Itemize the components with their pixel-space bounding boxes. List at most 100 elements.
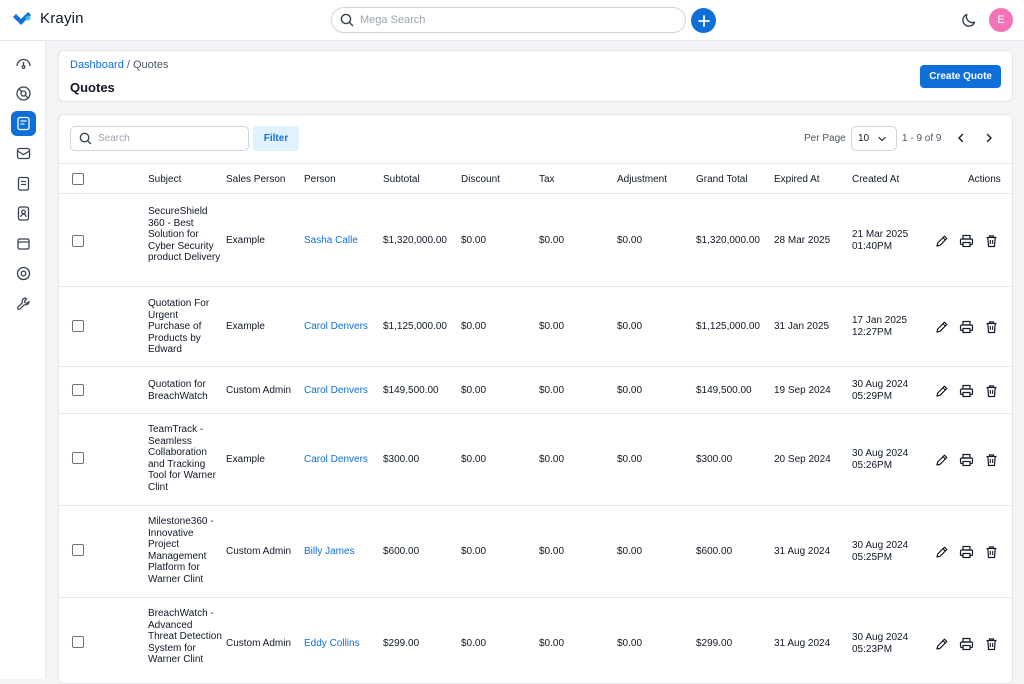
edit-button[interactable] bbox=[934, 319, 949, 334]
print-button[interactable] bbox=[959, 233, 974, 248]
previous-page-button[interactable] bbox=[955, 131, 967, 149]
row-person-link[interactable]: Carol Denvers bbox=[304, 385, 368, 396]
delete-button[interactable] bbox=[984, 233, 999, 248]
activities-icon bbox=[17, 176, 30, 191]
edit-button[interactable] bbox=[934, 452, 949, 467]
row-actions bbox=[934, 319, 999, 334]
row-tax: $0.00 bbox=[539, 546, 565, 557]
row-subtotal: $299.00 bbox=[383, 638, 420, 649]
leads-icon bbox=[16, 86, 31, 101]
app-name: Krayin bbox=[40, 10, 84, 27]
pencil-icon bbox=[935, 454, 947, 466]
create-quote-button[interactable]: Create Quote bbox=[920, 65, 1001, 88]
user-avatar[interactable]: E bbox=[989, 8, 1013, 32]
row-checkbox[interactable] bbox=[72, 452, 84, 464]
row-grand-total: $1,125,000.00 bbox=[696, 321, 760, 332]
column-adjustment[interactable]: Adjustment bbox=[617, 174, 668, 185]
row-actions bbox=[934, 636, 999, 651]
row-discount: $0.00 bbox=[461, 454, 487, 465]
row-person-link[interactable]: Carol Denvers bbox=[304, 321, 368, 332]
sidebar-item-settings[interactable] bbox=[11, 261, 36, 286]
print-button[interactable] bbox=[959, 544, 974, 559]
datagrid-search[interactable] bbox=[70, 126, 249, 151]
sidebar-item-mail[interactable] bbox=[11, 141, 36, 166]
datagrid-search-input[interactable] bbox=[98, 133, 238, 144]
row-person-link[interactable]: Eddy Collins bbox=[304, 638, 360, 649]
column-tax[interactable]: Tax bbox=[539, 174, 555, 185]
row-discount: $0.00 bbox=[461, 385, 487, 396]
quick-create-button[interactable] bbox=[691, 8, 716, 33]
row-checkbox[interactable] bbox=[72, 384, 84, 396]
delete-button[interactable] bbox=[984, 544, 999, 559]
sidebar-item-configuration[interactable] bbox=[11, 291, 36, 316]
delete-button[interactable] bbox=[984, 319, 999, 334]
sidebar-item-leads[interactable] bbox=[11, 81, 36, 106]
mega-search[interactable] bbox=[331, 7, 686, 33]
breadcrumb-dashboard-link[interactable]: Dashboard bbox=[70, 59, 124, 71]
row-sales-person: Example bbox=[226, 235, 265, 246]
print-button[interactable] bbox=[959, 319, 974, 334]
column-grand-total[interactable]: Grand Total bbox=[696, 174, 748, 185]
row-adjustment: $0.00 bbox=[617, 546, 643, 557]
column-created-at[interactable]: Created At bbox=[852, 174, 900, 185]
row-checkbox[interactable] bbox=[72, 235, 84, 247]
row-person-link[interactable]: Carol Denvers bbox=[304, 454, 368, 465]
delete-button[interactable] bbox=[984, 636, 999, 651]
sidebar-item-dashboard[interactable] bbox=[11, 51, 36, 76]
app-logo[interactable]: Krayin bbox=[12, 10, 84, 27]
column-discount[interactable]: Discount bbox=[461, 174, 500, 185]
select-all-checkbox[interactable] bbox=[72, 173, 84, 185]
row-person-link[interactable]: Billy James bbox=[304, 546, 355, 557]
sidebar-item-products[interactable] bbox=[11, 231, 36, 256]
edit-button[interactable] bbox=[934, 544, 949, 559]
pagination-info: 1 - 9 of 9 bbox=[902, 133, 942, 144]
breadcrumb-current: Quotes bbox=[133, 59, 169, 71]
row-created-time: 05:25PM bbox=[852, 552, 893, 563]
column-person[interactable]: Person bbox=[304, 174, 336, 185]
per-page-select[interactable]: 10 bbox=[851, 126, 897, 151]
row-tax: $0.00 bbox=[539, 235, 565, 246]
column-subject[interactable]: Subject bbox=[148, 174, 182, 185]
row-checkbox[interactable] bbox=[72, 320, 84, 332]
sidebar-item-contacts[interactable] bbox=[11, 201, 36, 226]
row-sales-person: Example bbox=[226, 321, 265, 332]
edit-button[interactable] bbox=[934, 233, 949, 248]
column-expired-at[interactable]: Expired At bbox=[774, 174, 820, 185]
edit-button[interactable] bbox=[934, 636, 949, 651]
edit-button[interactable] bbox=[934, 383, 949, 398]
row-discount: $0.00 bbox=[461, 235, 487, 246]
print-button[interactable] bbox=[959, 452, 974, 467]
next-page-button[interactable] bbox=[983, 131, 995, 149]
sidebar-item-activities[interactable] bbox=[11, 171, 36, 196]
row-created-time: 05:29PM bbox=[852, 391, 893, 402]
pencil-icon bbox=[935, 321, 947, 333]
row-subtotal: $300.00 bbox=[383, 454, 420, 465]
mega-search-input[interactable] bbox=[360, 14, 660, 26]
row-tax: $0.00 bbox=[539, 321, 565, 332]
print-button[interactable] bbox=[959, 383, 974, 398]
sidebar-item-quotes[interactable] bbox=[11, 111, 36, 136]
theme-toggle[interactable] bbox=[960, 11, 978, 34]
row-grand-total: $299.00 bbox=[696, 638, 733, 649]
row-tax: $0.00 bbox=[539, 454, 565, 465]
column-actions: Actions bbox=[968, 174, 1001, 185]
mail-icon bbox=[16, 147, 31, 160]
print-button[interactable] bbox=[959, 636, 974, 651]
printer-icon bbox=[959, 384, 974, 397]
row-checkbox[interactable] bbox=[72, 544, 84, 556]
row-subject: SecureShield 360 - Best Solution for Cyb… bbox=[148, 206, 221, 264]
filter-button[interactable]: Filter bbox=[253, 126, 299, 151]
column-sales-person[interactable]: Sales Person bbox=[226, 174, 286, 185]
plus-icon bbox=[697, 14, 710, 27]
delete-button[interactable] bbox=[984, 383, 999, 398]
row-person-link[interactable]: Sasha Calle bbox=[304, 235, 358, 246]
quotes-datagrid: Filter Per Page 10 1 - 9 of 9 Subject Sa… bbox=[58, 114, 1013, 684]
row-expired-at: 20 Sep 2024 bbox=[774, 454, 831, 465]
column-subtotal[interactable]: Subtotal bbox=[383, 174, 420, 185]
row-created-date: 17 Jan 2025 bbox=[852, 315, 908, 326]
row-checkbox[interactable] bbox=[72, 636, 84, 648]
row-tax: $0.00 bbox=[539, 385, 565, 396]
delete-button[interactable] bbox=[984, 452, 999, 467]
row-tax: $0.00 bbox=[539, 638, 565, 649]
row-adjustment: $0.00 bbox=[617, 638, 643, 649]
